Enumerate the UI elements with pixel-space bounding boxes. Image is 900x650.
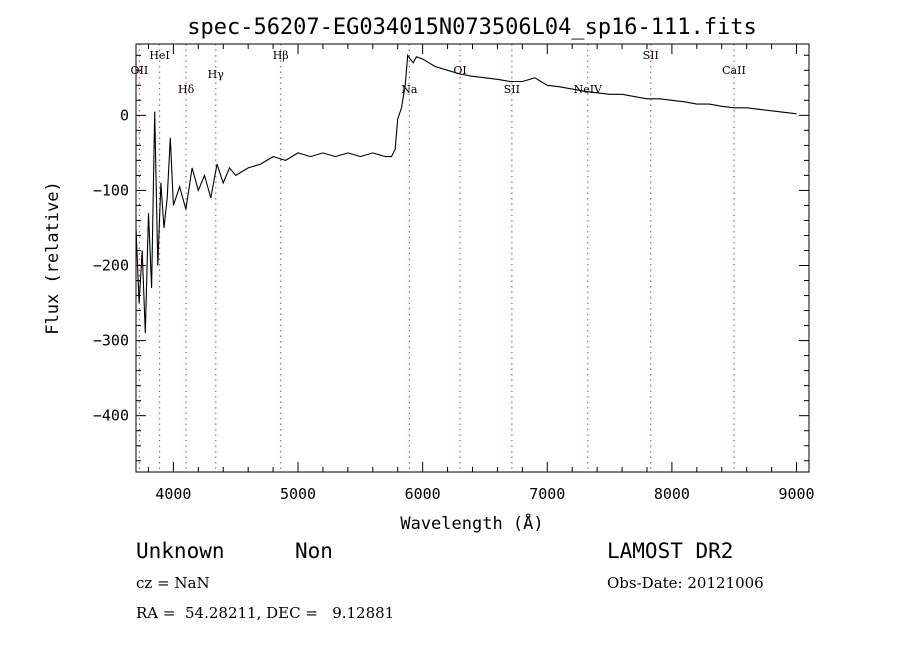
subclass-label: Non	[295, 539, 333, 563]
axis-ticks	[136, 44, 809, 472]
emission-line-label: NeIV	[574, 83, 603, 96]
x-tick-label: 8000	[654, 485, 690, 503]
x-tick-label: 4000	[155, 485, 191, 503]
plot-frame	[135, 43, 810, 473]
emission-line-label: CaII	[722, 64, 746, 77]
x-axis-label: Wavelength (Å)	[400, 512, 543, 534]
emission-line-label: Hδ	[178, 83, 195, 96]
y-tick-label: 0	[120, 106, 129, 124]
y-tick-label: −300	[93, 332, 129, 350]
y-tick-label: −400	[93, 407, 129, 425]
survey-label: LAMOST DR2	[607, 539, 734, 563]
emission-line-label: Hγ	[208, 68, 225, 81]
emission-line-label: SII	[504, 83, 520, 96]
class-label: Unknown	[136, 539, 225, 563]
x-tick-label: 6000	[405, 485, 441, 503]
axis-tick-labels: 4000 5000 6000 7000 8000 9000 0 −100 −200 −300 −40…	[93, 106, 815, 503]
coordinates-text: RA = 54.28211, DEC = 9.12881	[136, 604, 395, 622]
chart-title: spec-56207-EG034015N073506L04_sp16-111.f…	[187, 15, 757, 40]
emission-line-label: HeI	[149, 49, 169, 62]
y-tick-label: −100	[93, 181, 129, 199]
emission-line-label: Hβ	[273, 49, 289, 62]
x-tick-label: 5000	[280, 485, 316, 503]
obs-date-text: Obs-Date: 20121006	[607, 574, 764, 592]
emission-line-label: OI	[453, 64, 466, 77]
x-tick-label: 9000	[778, 485, 814, 503]
y-axis-label: Flux (relative)	[43, 181, 63, 335]
spectrum-series-line	[135, 53, 797, 334]
x-tick-label: 7000	[529, 485, 565, 503]
emission-line-markers	[138, 44, 735, 472]
y-tick-label: −200	[93, 257, 129, 275]
redshift-text: cz = NaN	[136, 574, 210, 592]
emission-line-label: SII	[643, 49, 659, 62]
